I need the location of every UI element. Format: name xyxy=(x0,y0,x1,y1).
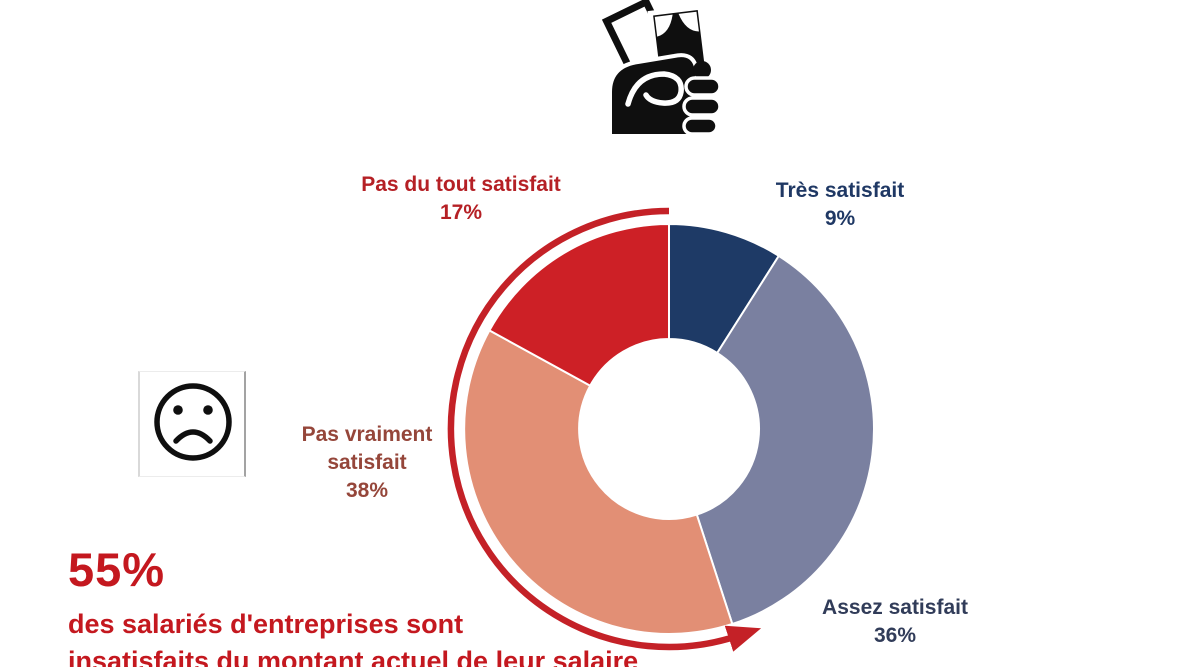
label-pas-vraiment-satisfait: Pas vraiment satisfait 38% xyxy=(294,421,440,505)
key-stat-value: 55% xyxy=(68,543,166,596)
dissatisfied-arc-arrow xyxy=(447,207,762,652)
label-text: Pas du tout satisfait xyxy=(361,173,561,196)
label-pct: 17% xyxy=(439,201,483,224)
label-pct: 9% xyxy=(824,207,856,230)
label-tres-satisfait: Très satisfait 9% xyxy=(740,177,940,233)
segment-pas-vraiment-satisfait xyxy=(463,329,734,635)
label-text: Assez satisfait xyxy=(822,596,968,619)
key-stat-line1: des salariés d'entreprises sont xyxy=(68,609,464,639)
segment-pas-du-tout-satisfait xyxy=(488,222,670,388)
label-text: Très satisfait xyxy=(775,179,905,202)
sad-face-icon xyxy=(154,383,232,461)
label-pct: 36% xyxy=(873,624,917,647)
label-assez-satisfait: Assez satisfait 36% xyxy=(795,594,995,650)
sad-face-image xyxy=(138,371,246,477)
money-icon xyxy=(598,0,734,140)
key-stat-line2: insatisfaits du montant actuel de leur s… xyxy=(68,646,639,667)
label-text: Pas vraiment satisfait xyxy=(301,423,433,474)
key-stat-callout: 55% des salariés d'entreprises sont insa… xyxy=(68,546,688,667)
hand-holding-banknotes-icon xyxy=(601,0,722,138)
segment-assez-satisfait xyxy=(695,254,875,626)
label-pas-du-tout-satisfait: Pas du tout satisfait 17% xyxy=(321,171,601,227)
donut-chart xyxy=(430,185,900,663)
label-pct: 38% xyxy=(345,479,389,502)
